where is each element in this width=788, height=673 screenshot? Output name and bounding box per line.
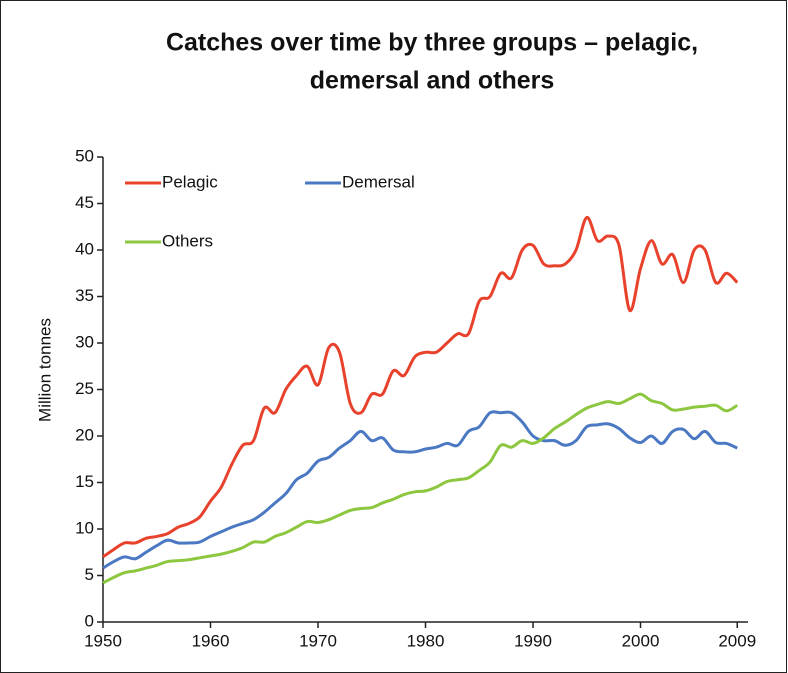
x-tick-label: 2009 [718, 631, 756, 650]
y-tick-label: 20 [75, 425, 94, 444]
x-tick-label: 2000 [622, 631, 660, 650]
legend-label: Pelagic [162, 172, 218, 191]
x-tick-label: 1970 [299, 631, 337, 650]
x-tick-label: 1990 [514, 631, 552, 650]
legend-label: Others [162, 231, 213, 250]
y-axis-label: Million tonnes [35, 318, 54, 422]
y-tick-label: 5 [85, 565, 94, 584]
y-tick-label: 25 [75, 379, 94, 398]
chart-title: demersal and others [310, 67, 555, 95]
series-line [102, 215, 739, 559]
y-tick-label: 15 [75, 472, 94, 491]
legend-label: Demersal [342, 172, 415, 191]
y-tick-label: 0 [85, 611, 94, 630]
y-tick-label: 35 [75, 286, 94, 305]
y-tick-label: 10 [75, 518, 94, 537]
series-line [102, 410, 738, 570]
y-tick-label: 40 [75, 239, 94, 258]
x-tick-label: 1960 [192, 631, 230, 650]
x-tick-label: 1950 [84, 631, 122, 650]
y-tick-label: 50 [75, 146, 94, 165]
x-tick-label: 1980 [407, 631, 445, 650]
y-tick-label: 30 [75, 332, 94, 351]
y-tick-label: 45 [75, 193, 94, 212]
series-line [102, 392, 739, 585]
chart-title: Catches over time by three groups – pela… [166, 29, 698, 57]
